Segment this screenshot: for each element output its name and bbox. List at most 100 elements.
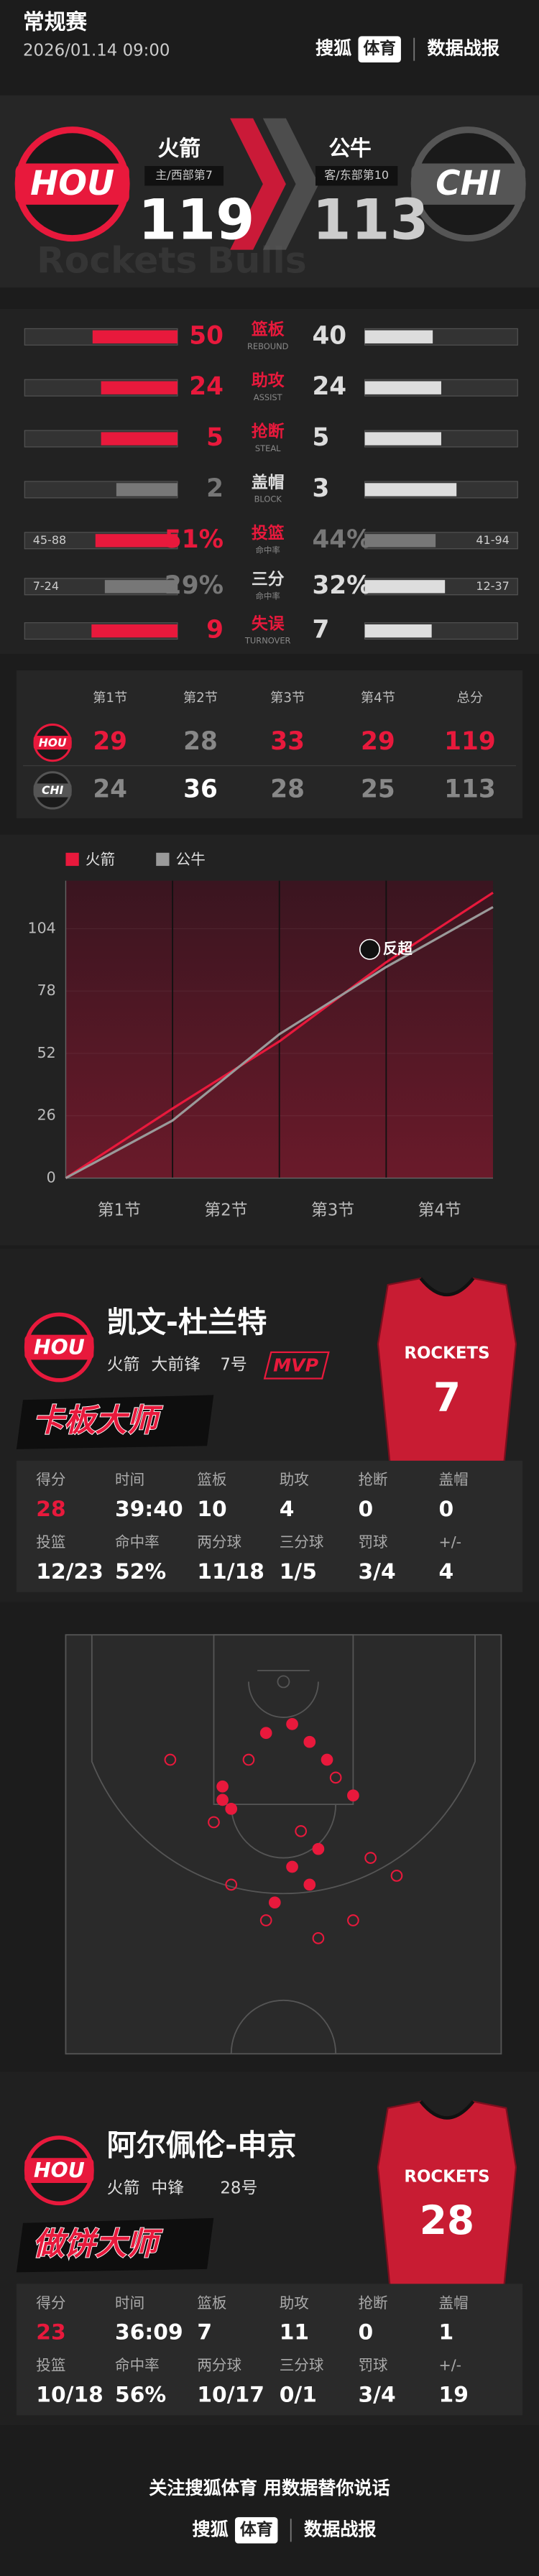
- away-bar: [364, 432, 441, 446]
- shot-missed: [295, 1825, 308, 1837]
- brand-right: 体育: [240, 2520, 273, 2539]
- shot-made: [216, 1780, 229, 1793]
- shot-made: [216, 1793, 229, 1806]
- paint: [213, 1634, 354, 1806]
- away-value: 24: [312, 372, 346, 401]
- y-tick-label: 26: [37, 1107, 56, 1124]
- quarter-score: 33: [270, 727, 305, 756]
- stat-value: 28: [36, 1497, 65, 1522]
- quarter-header: 总分: [457, 691, 484, 706]
- player-position: 中锋: [151, 2179, 184, 2197]
- stat-label: 投篮: [36, 2357, 65, 2374]
- away-value: 40: [312, 321, 346, 350]
- stat-label: 罚球: [358, 2357, 388, 2374]
- stat-label: 三分球: [280, 2357, 324, 2374]
- team-note: 客/东部第10: [324, 168, 389, 182]
- shot-made: [259, 1727, 272, 1740]
- stat-label: 篮板: [251, 320, 285, 339]
- home-value: 51%: [165, 525, 224, 554]
- quarter-score: 29: [93, 727, 127, 756]
- three-point-line: [91, 1635, 476, 1895]
- home-value: 24: [189, 372, 224, 401]
- stat-value: 4: [280, 1497, 295, 1522]
- away-detail: 12-37: [476, 579, 510, 593]
- home-bar: [91, 624, 178, 638]
- stat-value: 10/18: [36, 2382, 103, 2407]
- quarter-score: 28: [270, 775, 305, 803]
- home-bar: [104, 580, 178, 594]
- stat-value: 0: [439, 1497, 454, 1522]
- x-tick-label: 第1节: [98, 1201, 141, 1220]
- center-circle: [230, 1999, 337, 2054]
- player-number: 28号: [220, 2179, 257, 2197]
- stat-value: 19: [439, 2382, 469, 2407]
- player-name: 阿尔佩伦-申京: [107, 2128, 297, 2163]
- y-tick-label: 78: [37, 982, 56, 999]
- away-value: 32%: [312, 571, 371, 600]
- brand-left: 搜狐: [315, 38, 351, 59]
- footer-slogan: 关注搜狐体育 用数据替你说话: [149, 2478, 390, 2498]
- stat-label: 盖帽: [252, 473, 285, 492]
- annotation-label: 反超: [383, 940, 413, 957]
- stat-value: 36:09: [115, 2319, 183, 2345]
- quarter-score: 28: [183, 727, 218, 756]
- quarter-score: 36: [183, 775, 218, 803]
- team-logo-text: CHI: [436, 165, 501, 203]
- home-detail: 7-24: [33, 579, 59, 593]
- home-bar: [101, 381, 178, 394]
- away-bar: [364, 580, 446, 594]
- stat-label: 两分球: [197, 1533, 241, 1551]
- quarter-score: 29: [361, 727, 395, 756]
- quarter-score: 119: [444, 727, 496, 756]
- stat-label: 盖帽: [439, 2294, 469, 2312]
- y-tick-label: 52: [37, 1044, 56, 1061]
- quarter-score: 25: [361, 775, 395, 803]
- away-detail: 41-94: [476, 533, 510, 547]
- stat-label: 得分: [36, 2294, 65, 2312]
- team-logo-text: HOU: [39, 737, 67, 749]
- team-name: 公牛: [328, 137, 371, 162]
- stat-value: 0: [358, 1497, 373, 1522]
- stat-label: 助攻: [280, 2294, 309, 2312]
- stat-value: 11: [280, 2319, 309, 2345]
- team-logo-text: HOU: [34, 2159, 85, 2182]
- away-bar: [364, 330, 433, 343]
- stat-value: 0/1: [280, 2382, 317, 2407]
- stat-label: 失误: [252, 614, 285, 633]
- player-name: 凯文-杜兰特: [107, 1305, 267, 1339]
- home-value: 9: [206, 616, 224, 645]
- stat-label: +/-: [439, 2357, 462, 2374]
- section-name: 数据战报: [304, 2519, 377, 2539]
- away-value: 44%: [312, 525, 371, 554]
- jersey-text: ROCKETS: [404, 2167, 489, 2186]
- home-bar: [95, 534, 178, 548]
- shot-made: [268, 1896, 281, 1909]
- quarter-header: 第1节: [93, 691, 127, 706]
- stat-value: 0: [358, 2319, 373, 2345]
- away-bar: [364, 534, 436, 548]
- stats-box: [16, 2284, 523, 2416]
- stat-label: 篮板: [197, 2294, 226, 2312]
- stat-value: 4: [439, 1559, 454, 1584]
- stat-label: 命中率: [115, 1533, 160, 1551]
- away-bar: [364, 483, 457, 497]
- away-bar: [364, 381, 441, 394]
- badge: MVP: [273, 1354, 318, 1375]
- home-value: 50: [189, 321, 224, 350]
- home-detail: 45-88: [33, 533, 66, 547]
- stat-label: 时间: [115, 1471, 144, 1488]
- home-bar: [101, 432, 178, 446]
- shot-missed: [164, 1753, 177, 1766]
- shot-made: [225, 1802, 238, 1815]
- away-value: 5: [312, 423, 329, 452]
- stat-value: 56%: [115, 2382, 166, 2407]
- shot-missed: [208, 1816, 220, 1829]
- stat-label: +/-: [439, 1533, 462, 1551]
- shot-made: [303, 1735, 316, 1748]
- stat-value: 52%: [115, 1559, 166, 1584]
- stat-label: 投篮: [252, 524, 285, 543]
- stat-value: 39:40: [115, 1497, 183, 1522]
- stat-label-en: TURNOVER: [244, 635, 291, 645]
- team-logo-band: [24, 2158, 94, 2184]
